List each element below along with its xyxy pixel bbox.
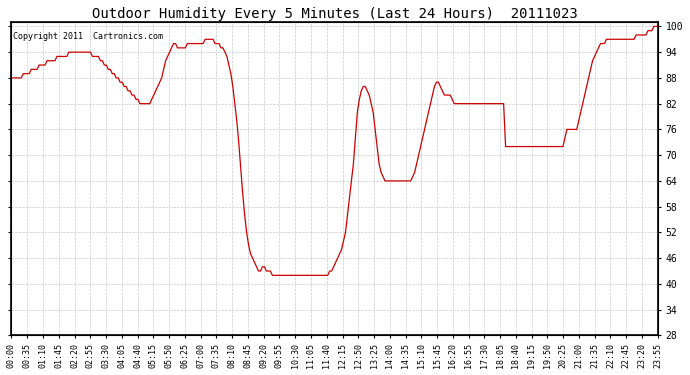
Title: Outdoor Humidity Every 5 Minutes (Last 24 Hours)  20111023: Outdoor Humidity Every 5 Minutes (Last 2… <box>92 7 578 21</box>
Text: Copyright 2011  Cartronics.com: Copyright 2011 Cartronics.com <box>12 32 163 40</box>
